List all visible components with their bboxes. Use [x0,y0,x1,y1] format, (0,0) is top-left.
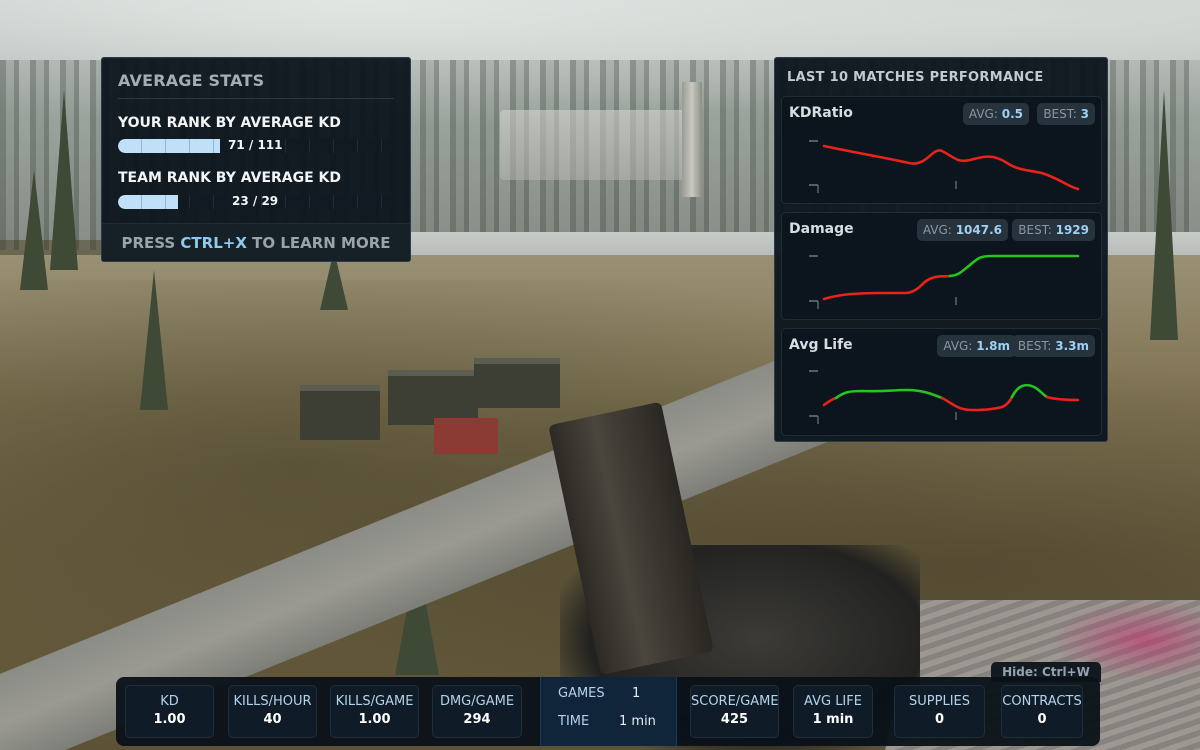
best-badge: BEST: 3 [1037,103,1095,125]
best-badge: BEST: 3.3m [1011,335,1095,357]
avg-life-chart-card: Avg Life AVG: 1.8m BEST: 3.3m [781,328,1102,436]
hut [474,358,560,408]
chart-title: Damage [789,221,854,237]
pine-tree [20,170,48,290]
hint-prefix: PRESS [121,234,181,252]
damage-line-chart [809,254,1080,309]
chart-title: KDRatio [789,105,853,121]
hut [300,385,380,440]
average-stats-panel: AVERAGE STATS YOUR RANK BY AVERAGE KD 71… [101,57,411,262]
red-container [434,418,498,454]
your-rank-fill [118,139,220,153]
avg-badge: AVG: 0.5 [962,103,1029,125]
panel-title: AVERAGE STATS [118,71,265,90]
learn-more-hint: PRESS CTRL+X TO LEARN MORE [102,223,410,261]
avg-badge: AVG: 1047.6 [916,219,1008,241]
team-rank-value: 23 / 29 [232,194,279,208]
stat-supplies: SUPPLIES 0 [894,685,985,738]
pine-tree [1150,90,1178,340]
team-rank-progress-bar [118,195,394,209]
stat-dmg-per-game: DMG/GAME 294 [432,685,522,738]
kdratio-line-chart [809,140,1080,193]
kdratio-chart-card: KDRatio AVG: 0.5 BEST: 3 [781,96,1102,204]
time-label: TIME [558,714,590,729]
stat-score-per-game: SCORE/GAME 425 [690,685,779,738]
your-rank-progress-bar [118,139,394,153]
stat-kills-per-game: KILLS/GAME 1.00 [330,685,419,738]
last-10-matches-panel: LAST 10 MATCHES PERFORMANCE KDRatio AVG:… [774,57,1108,442]
hut [388,370,478,425]
avg-badge: AVG: 1.8m [937,335,1016,357]
chart-title: Avg Life [789,337,853,353]
time-value: 1 min [619,714,656,729]
stat-kd: KD 1.00 [125,685,214,738]
games-time-summary: GAMES 1 TIME 1 min [540,677,677,746]
water-tower [682,82,702,197]
your-rank-value: 71 / 111 [228,138,283,152]
bottom-stats-bar: KD 1.00 KILLS/HOUR 40 KILLS/GAME 1.00 DM… [116,677,1100,746]
stat-kills-per-hour: KILLS/HOUR 40 [228,685,317,738]
avg-life-line-chart [809,370,1080,424]
stat-contracts: CONTRACTS 0 [1001,685,1083,738]
stat-avg-life: AVG LIFE 1 min [793,685,873,738]
team-rank-fill [118,195,178,209]
divider [118,98,394,99]
hint-suffix: TO LEARN MORE [246,234,391,252]
distant-village [500,110,690,180]
games-value: 1 [632,686,641,701]
your-rank-label: YOUR RANK BY AVERAGE KD [118,115,341,131]
panel-title: LAST 10 MATCHES PERFORMANCE [787,70,1044,85]
hotkey-ctrl-x: CTRL+X [180,234,247,252]
games-label: GAMES [558,686,605,701]
damage-chart-card: Damage AVG: 1047.6 BEST: 1929 [781,212,1102,320]
pine-tree [140,270,168,410]
team-rank-label: TEAM RANK BY AVERAGE KD [118,170,342,186]
best-badge: BEST: 1929 [1012,219,1095,241]
pine-tree [50,90,78,270]
